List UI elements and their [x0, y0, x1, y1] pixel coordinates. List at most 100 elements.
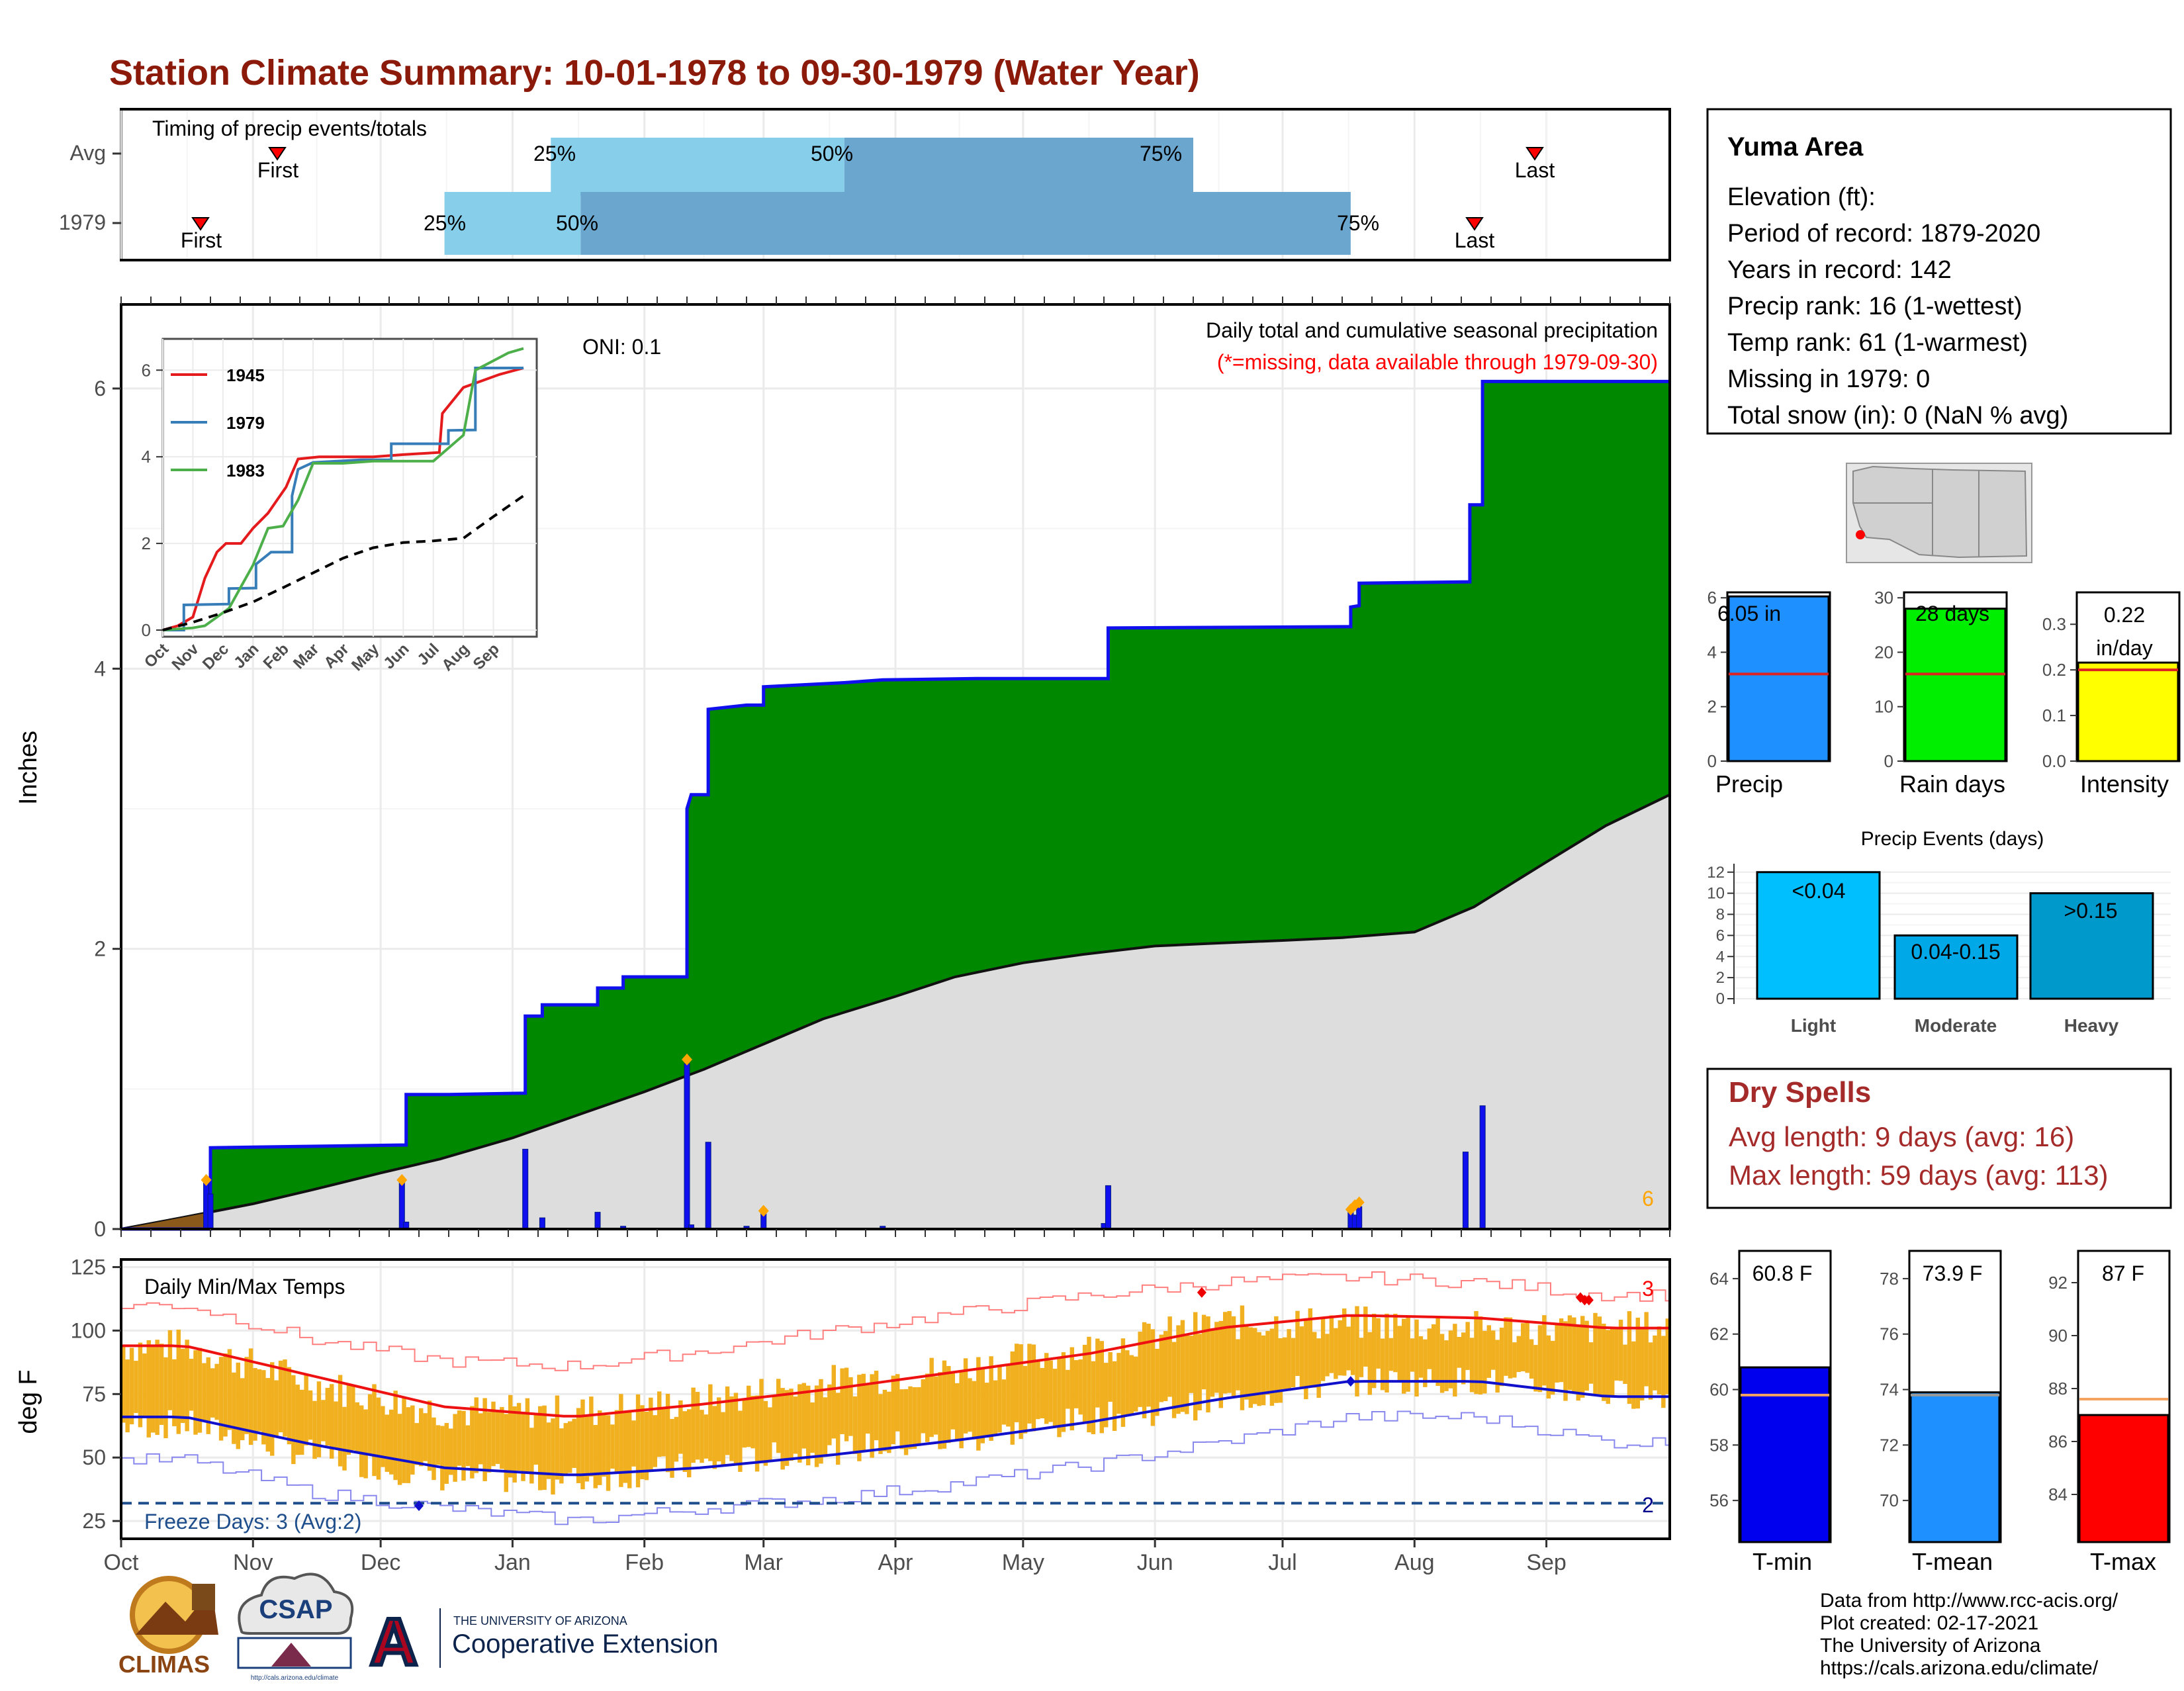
- daily-temp-bar-261: [1231, 1316, 1236, 1397]
- precip-events-chart: Precip Events (days) 0 2 4 6 8 10 12 <0.04 0.0…: [1707, 828, 2171, 1036]
- daily-temp-bar-273: [1283, 1337, 1287, 1389]
- daily-precip-bar-5: [539, 1217, 545, 1230]
- avg-last-marker-icon: [1525, 147, 1544, 161]
- daily-temp-bar-202: [980, 1369, 985, 1443]
- daily-temp-bar-29: [244, 1357, 249, 1434]
- daily-temp-bar-338: [1559, 1318, 1564, 1383]
- daily-temp-bar-65: [397, 1414, 402, 1485]
- daily-temp-bar-291: [1359, 1338, 1364, 1377]
- daily-temp-bar-285: [1334, 1328, 1338, 1379]
- events-bar-heavy: [2029, 892, 2154, 1000]
- daily-temp-bar-277: [1299, 1326, 1304, 1389]
- events-tick-label-2: 2: [1716, 969, 1725, 987]
- daily-temp-bar-85: [482, 1398, 487, 1481]
- daily-temp-bar-198: [963, 1358, 968, 1434]
- daily-temp-bar-189: [925, 1373, 930, 1442]
- daily-temp-bar-224: [1074, 1360, 1079, 1408]
- events-light-label: Light: [1791, 1015, 1836, 1036]
- timing-bar-q1-1: [444, 192, 581, 255]
- temp-summary-tick-label-0-64: 64: [1709, 1269, 1729, 1289]
- daily-temp-bar-292: [1363, 1306, 1368, 1367]
- daily-temp-bar-300: [1397, 1326, 1402, 1381]
- daily-temp-bar-318: [1474, 1310, 1479, 1394]
- daily-temp-bar-63: [389, 1409, 394, 1475]
- daily-temp-bar-162: [810, 1402, 815, 1453]
- daily-temp-bar-289: [1350, 1314, 1355, 1375]
- daily-temp-bar-124: [649, 1397, 653, 1472]
- daily-temp-bar-257: [1214, 1322, 1219, 1393]
- credit-plot-date: Plot created: 02-17-2021: [1820, 1612, 2038, 1634]
- daily-precip-bar-4: [522, 1148, 529, 1230]
- daily-temp-bar-84: [478, 1413, 483, 1465]
- yr-p50-label: 50%: [556, 211, 598, 235]
- daily-temp-bar-165: [823, 1397, 828, 1457]
- daily-temp-bar-245: [1163, 1331, 1168, 1402]
- ua-logo-block: [361, 1605, 427, 1671]
- daily-temp-bar-99: [542, 1405, 547, 1490]
- daily-temp-bar-22: [214, 1363, 219, 1420]
- climas-logo-text: CLIMAS: [118, 1651, 210, 1678]
- temp-summary-tick-label-1-70: 70: [1880, 1490, 1899, 1510]
- daily-temp-bar-197: [959, 1371, 964, 1449]
- daily-temp-bar-351: [1614, 1329, 1619, 1381]
- daily-temp-bar-248: [1176, 1325, 1181, 1414]
- daily-temp-bar-352: [1618, 1320, 1623, 1381]
- daily-temp-bar-303: [1410, 1338, 1415, 1372]
- daily-temp-bar-32: [257, 1369, 262, 1432]
- precip-events-title: Precip Events (days): [1861, 828, 2044, 850]
- temp-chart: 25 50 75 100 125 Oct Nov Dec Jan Feb Mar Apr May Jun…: [15, 1256, 1671, 1575]
- daily-temp-bar-298: [1388, 1338, 1394, 1371]
- daily-temp-bar-253: [1197, 1334, 1202, 1410]
- daily-temp-bar-43: [304, 1374, 308, 1445]
- daily-temp-bar-111: [593, 1425, 598, 1488]
- daily-temp-bar-144: [733, 1393, 739, 1465]
- missing-data-note: (*=missing, data available through 1979-…: [1217, 350, 1658, 374]
- inset-line-1979: [163, 367, 523, 631]
- daily-temp-bar-87: [491, 1401, 496, 1467]
- info-temp-rank: Temp rank: 61 (1-warmest): [1727, 329, 2028, 357]
- month-label-dec: Dec: [361, 1550, 400, 1575]
- daily-temp-bar-167: [831, 1365, 836, 1439]
- daily-temp-bar-228: [1091, 1361, 1096, 1434]
- daily-temp-bar-95: [525, 1398, 530, 1473]
- timing-row-1979-label: 1979: [59, 210, 106, 234]
- freeze-days-label: Freeze Days: 3 (Avg:2): [144, 1510, 361, 1533]
- daily-temp-bar-15: [185, 1340, 189, 1432]
- daily-temp-bar-122: [640, 1405, 645, 1479]
- daily-temp-bar-320: [1482, 1330, 1487, 1394]
- daily-temp-bar-30: [248, 1348, 253, 1445]
- daily-temp-bar-129: [670, 1418, 674, 1478]
- events-tick-label-10: 10: [1707, 885, 1725, 903]
- daily-temp-bar-177: [874, 1371, 879, 1441]
- month-label-nov: Nov: [233, 1550, 273, 1575]
- daily-temp-bar-67: [406, 1407, 411, 1483]
- daily-temp-bar-139: [712, 1406, 717, 1469]
- daily-temp-bar-181: [891, 1375, 895, 1445]
- events-tick-label-0: 0: [1716, 990, 1725, 1008]
- daily-temp-bar-240: [1142, 1322, 1147, 1418]
- avg-last-label: Last: [1515, 158, 1555, 182]
- legend-label-1983: 1983: [226, 461, 265, 480]
- daily-temp-bar-158: [793, 1396, 798, 1454]
- daily-temp-bar-199: [968, 1378, 972, 1432]
- daily-temp-bar-178: [878, 1394, 883, 1454]
- daily-temp-bar-69: [414, 1423, 419, 1465]
- month-label-aug: Aug: [1394, 1550, 1435, 1575]
- daily-temp-bar-287: [1342, 1308, 1347, 1376]
- daily-temp-bar-313: [1453, 1324, 1457, 1397]
- month-label-feb: Feb: [625, 1550, 664, 1575]
- events-moderate-label: Moderate: [1915, 1015, 1997, 1036]
- daily-temp-bar-113: [602, 1413, 606, 1477]
- daily-temp-bar-120: [631, 1420, 636, 1467]
- daily-temp-bar-54: [351, 1386, 355, 1451]
- precip-areas: [120, 379, 1670, 1231]
- daily-temp-bar-8: [155, 1340, 159, 1436]
- precip-x-ticks: [120, 297, 1670, 1237]
- daily-temp-bar-265: [1248, 1327, 1253, 1408]
- tmin-value: 60.8 F: [1752, 1261, 1813, 1285]
- daily-temp-bar-321: [1486, 1325, 1491, 1378]
- daily-temp-bar-322: [1491, 1330, 1496, 1370]
- event-count-label: 6: [1642, 1187, 1654, 1211]
- daily-temp-bar-3: [134, 1361, 138, 1413]
- info-precip-rank: Precip rank: 16 (1-wettest): [1727, 293, 2023, 320]
